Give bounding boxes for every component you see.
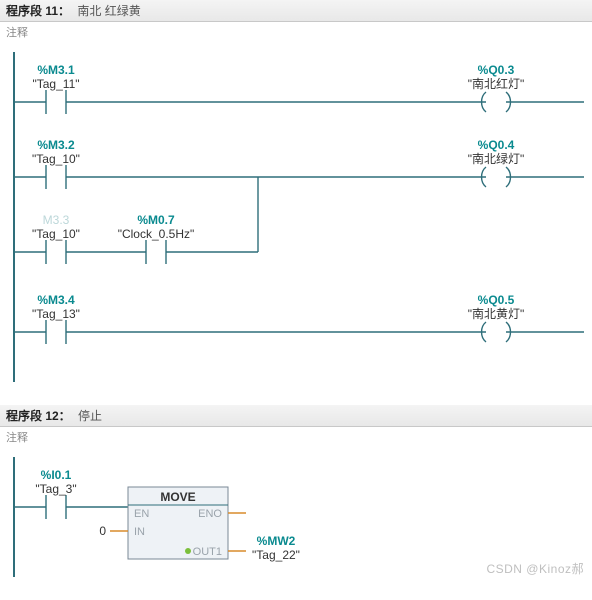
rung-1: %M3.1 "Tag_11" %Q0.3 "南北红灯" bbox=[14, 63, 584, 114]
comment-bar-11: 注释 bbox=[0, 22, 592, 46]
segment-title: 南北 红绿黄 bbox=[77, 4, 140, 18]
ladder-area-11: %M3.1 "Tag_11" %Q0.3 "南北红灯" %M3.2 "Tag_1… bbox=[0, 46, 592, 405]
coil-addr: %Q0.4 bbox=[478, 138, 515, 152]
segment-header-11: 程序段 11： 南北 红绿黄 bbox=[0, 0, 592, 22]
rung-4: %M3.4 "Tag_13" %Q0.5 "南北黄灯" bbox=[14, 293, 584, 344]
contact-addr: %M3.1 bbox=[37, 63, 75, 77]
watermark: CSDN @Kinoz郝 bbox=[486, 560, 584, 577]
contact-addr: %M3.4 bbox=[37, 293, 75, 307]
coil-addr: %Q0.5 bbox=[478, 293, 515, 307]
move-title: MOVE bbox=[160, 490, 195, 504]
ladder-svg-12: %I0.1 "Tag_3" MOVE EN ENO IN 0 OUT1 %MW2… bbox=[8, 457, 584, 577]
ladder-area-12: %I0.1 "Tag_3" MOVE EN ENO IN 0 OUT1 %MW2… bbox=[0, 451, 592, 600]
contact-addr-faded: M3.3 bbox=[43, 213, 70, 227]
rung-2-branch: M3.3 "Tag_10" %M0.7 "Clock_0.5Hz" bbox=[14, 213, 258, 264]
contact-addr: %I0.1 bbox=[41, 468, 72, 482]
out-label: OUT1 bbox=[193, 546, 222, 558]
eno-label: ENO bbox=[198, 508, 222, 520]
segment-header-12: 程序段 12： 停止 bbox=[0, 405, 592, 427]
comment-bar-12: 注释 bbox=[0, 427, 592, 451]
contact-addr: %M0.7 bbox=[137, 213, 175, 227]
in-label: IN bbox=[134, 526, 145, 538]
segment-title: 停止 bbox=[78, 409, 102, 423]
coil-name: "南北红灯" bbox=[468, 76, 525, 91]
coil-addr: %Q0.3 bbox=[478, 63, 515, 77]
out-addr: %MW2 bbox=[257, 534, 296, 548]
contact-name: "Clock_0.5Hz" bbox=[118, 227, 195, 241]
segment-label: 程序段 11： bbox=[6, 4, 70, 18]
in-value: 0 bbox=[99, 524, 106, 538]
rung-2: %M3.2 "Tag_10" %Q0.4 "南北绿灯" bbox=[14, 138, 584, 252]
segment-label: 程序段 12： bbox=[6, 409, 71, 423]
en-label: EN bbox=[134, 508, 149, 520]
contact-name: "Tag_3" bbox=[35, 482, 76, 496]
out-name: "Tag_22" bbox=[252, 548, 300, 562]
contact-name: "Tag_10" bbox=[32, 152, 80, 166]
contact-name: "Tag_11" bbox=[33, 77, 80, 91]
status-dot-icon bbox=[185, 548, 191, 554]
ladder-svg-11: %M3.1 "Tag_11" %Q0.3 "南北红灯" %M3.2 "Tag_1… bbox=[8, 52, 584, 382]
coil-name: "南北绿灯" bbox=[468, 151, 525, 166]
contact-name: "Tag_10" bbox=[32, 227, 80, 241]
contact-addr: %M3.2 bbox=[37, 138, 75, 152]
contact-name: "Tag_13" bbox=[32, 307, 80, 321]
coil-name: "南北黄灯" bbox=[468, 306, 525, 321]
